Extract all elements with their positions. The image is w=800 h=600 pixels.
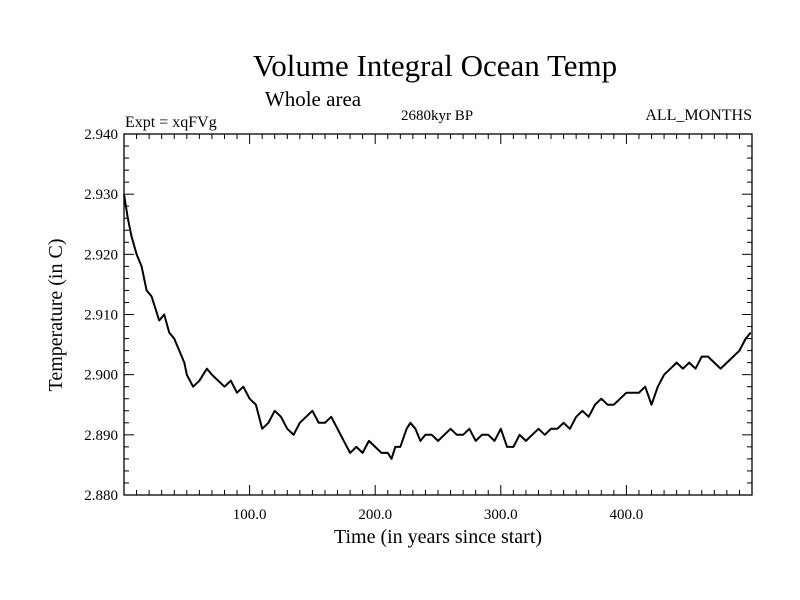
y-tick-label: 2.900: [84, 368, 118, 384]
series-line: [123, 194, 752, 460]
chart-title: Volume Integral Ocean Temp: [253, 48, 617, 83]
y-tick-label: 2.940: [84, 127, 118, 143]
x-tick-label: 200.0: [358, 507, 392, 523]
period-label: 2680kyr BP: [401, 108, 473, 124]
y-tick-label: 2.930: [84, 187, 118, 203]
x-tick-label: 400.0: [610, 507, 644, 523]
chart-subtitle: Whole area: [265, 87, 362, 111]
y-tick-label: 2.880: [84, 488, 118, 504]
x-tick-label: 300.0: [484, 507, 518, 523]
x-tick-label: 100.0: [233, 507, 267, 523]
axis-tick-labels: 100.0 200.0 300.0 400.0 2.880 2.890 2.900 2.910…: [84, 127, 643, 523]
y-tick-label: 2.890: [84, 428, 118, 444]
axis-ticks: [124, 133, 752, 496]
y-tick-label: 2.920: [84, 247, 118, 263]
months-label: ALL_MONTHS: [645, 107, 752, 124]
experiment-label: Expt = xqFVg: [125, 114, 217, 131]
y-axis-label: Temperature (in C): [45, 239, 67, 392]
x-axis-label: Time (in years since start): [334, 526, 542, 548]
y-tick-label: 2.910: [84, 308, 118, 324]
